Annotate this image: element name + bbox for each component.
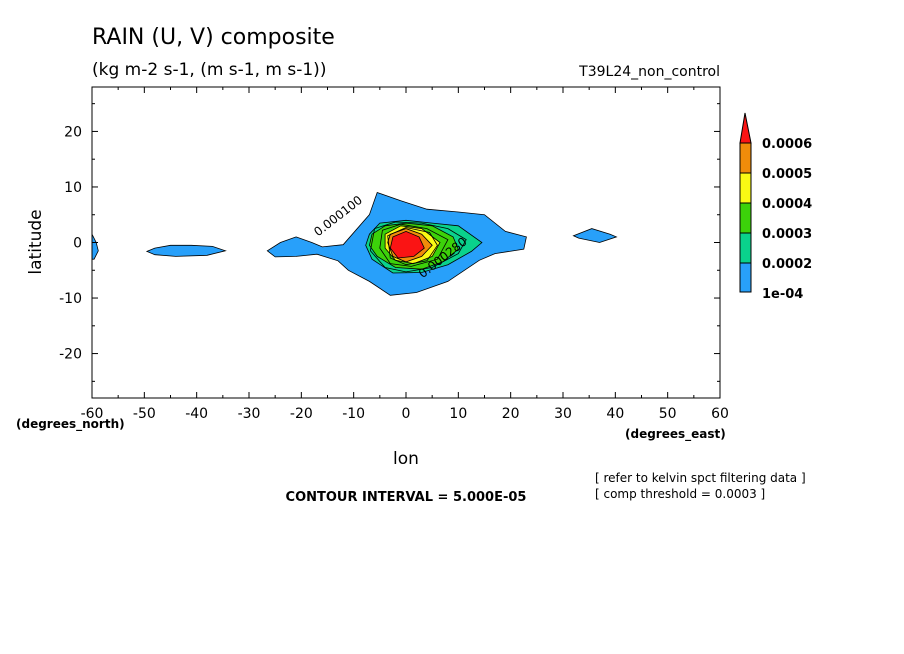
x-tick-label-2: -40 [185,406,208,422]
x-tick-label-4: -20 [290,406,313,422]
legend-swatch-3 [739,202,752,234]
legend-top-triangle [739,112,752,144]
legend-label-0: 0.0006 [762,137,812,152]
x-tick-label-9: 30 [554,406,572,422]
contour-fill-0-3 [572,228,618,243]
contour-line-0 [369,221,467,273]
chart-subtitle: (kg m-2 s-1, (m s-1, m s-1)) [92,60,326,80]
x-tick-label-7: 10 [449,406,467,422]
x-tick-label-10: 40 [606,406,624,422]
legend-swatch-4 [739,232,752,264]
legend-swatch-2 [739,172,752,204]
y-tick-label-3: 10 [64,180,82,196]
run-label: T39L24_non_control [578,64,720,80]
x-tick-label-12: 60 [711,406,729,422]
chart-title: RAIN (U, V) composite [92,25,335,50]
x-tick-label-6: 0 [402,406,411,422]
legend-label-5: 1e-04 [762,287,803,302]
note-threshold: [ comp threshold = 0.0003 ] [595,487,765,501]
contour-line-1 [379,223,449,267]
legend-swatch-1 [739,142,752,174]
color-legend: 0.0006 0.0005 0.0004 0.0003 0.0002 1e-04 [739,112,812,302]
x-unit-label: (degrees_east) [625,427,726,442]
axis-ticks: -60 -50 -40 -30 -20 -10 0 10 20 30 40 50 60 -20 -10 0 10… [59,87,729,422]
x-tick-label-1: -50 [133,406,156,422]
x-tick-label-8: 20 [502,406,520,422]
y-axis-label: latitude [26,209,46,274]
y-tick-label-2: 0 [73,236,82,252]
legend-label-1: 0.0005 [762,167,812,182]
x-tick-label-11: 50 [659,406,677,422]
contour-fill-0-1 [145,244,227,257]
y-tick-label-4: 20 [64,124,82,140]
contour-line-2 [387,227,438,266]
x-tick-label-3: -30 [238,406,261,422]
contour-lines [369,221,467,273]
y-tick-label-0: -20 [59,347,82,363]
contour-fill-5-0 [389,230,425,259]
legend-label-3: 0.0003 [762,227,812,242]
x-tick-label-5: -10 [342,406,365,422]
filled-contours [91,191,618,296]
x-tick-label-0: -60 [81,406,104,422]
contour-interval: CONTOUR INTERVAL = 5.000E-05 [286,490,527,505]
y-unit-label: (degrees_north) [16,417,125,432]
contour-fill-0-0 [91,234,99,260]
legend-swatch-5 [739,262,752,293]
legend-label-2: 0.0004 [762,197,812,212]
note-filtering: [ refer to kelvin spct filtering data ] [595,471,806,485]
y-tick-label-1: -10 [59,291,82,307]
x-axis-label: lon [393,449,419,469]
legend-label-4: 0.0002 [762,257,812,272]
